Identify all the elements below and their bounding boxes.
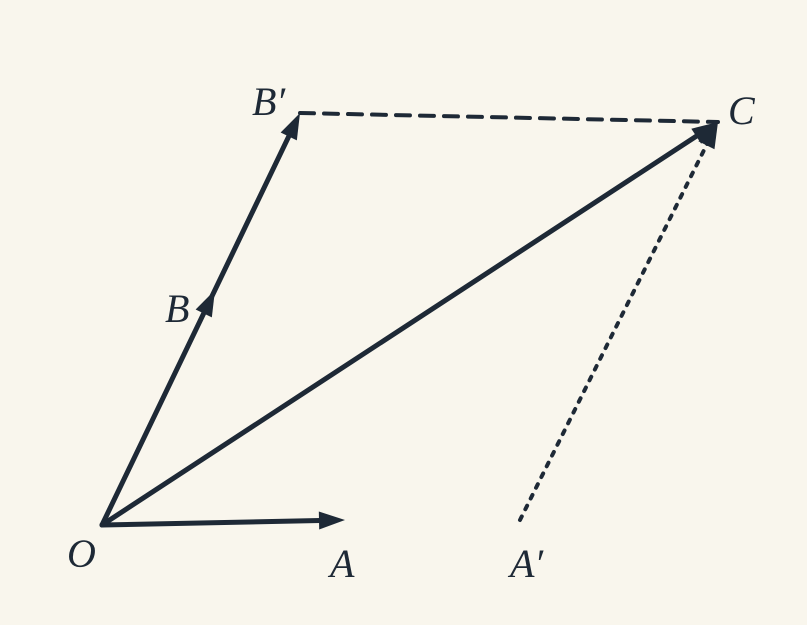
vector-diagram: O A A′ B B′ C — [0, 0, 807, 625]
diagram-svg — [0, 0, 807, 625]
